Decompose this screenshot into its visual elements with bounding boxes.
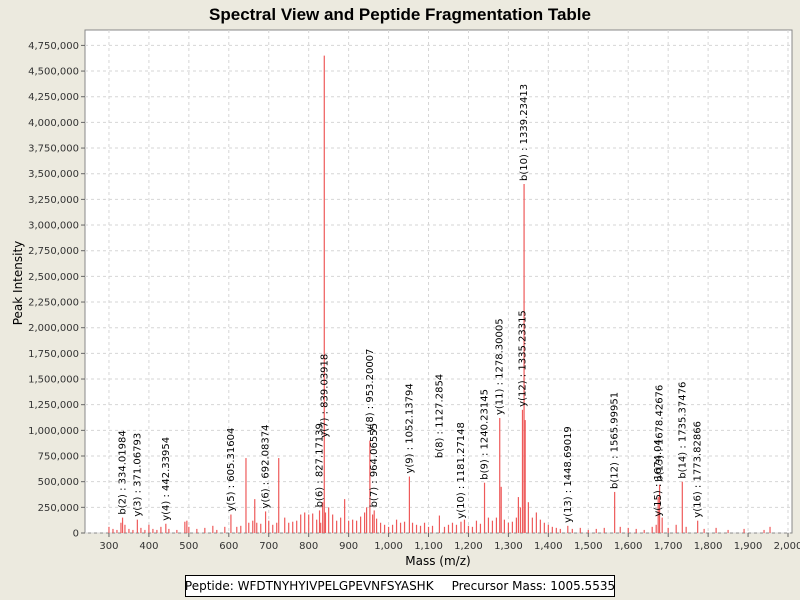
y-tick-label: 500,000 <box>38 477 79 488</box>
plot-area <box>84 29 793 534</box>
y-tick-label: 1,000,000 <box>28 426 79 437</box>
peak-annotations: b(2) : 334.01984 y(3) : 371.06793 y(4) : 4… <box>118 84 704 523</box>
x-tick-label: 1,300 <box>494 541 523 552</box>
y-tick-label: 750,000 <box>38 452 79 463</box>
peptide-sequence: Peptide: WFDTNYHYIVPELGPEVNFSYASHK <box>184 579 434 593</box>
x-tick-label: 1,500 <box>574 541 603 552</box>
y-tick-label: 3,500,000 <box>28 169 79 180</box>
y-tick-label: 3,000,000 <box>28 221 79 232</box>
peak-annotation: y(5) : 605.31604 <box>226 428 237 512</box>
peptide-info-box: Peptide: WFDTNYHYIVPELGPEVNFSYASHK Precu… <box>185 575 615 597</box>
y-tick-label: 4,000,000 <box>28 118 79 129</box>
peak-annotation: b(6) : 827.17139 <box>315 423 326 507</box>
x-tick-label: 1,600 <box>614 541 643 552</box>
peak-annotation: y(10) : 1181.27148 <box>456 422 467 519</box>
peak-annotation: b(14) : 1735.37476 <box>677 382 688 479</box>
peak-annotation: b(8) : 1127.2854 <box>434 374 445 458</box>
peak-annotation: y(7) : 839.03918 <box>319 354 330 438</box>
peak-annotation: b(10) : 1339.23413 <box>519 84 530 181</box>
x-tick-label: 500 <box>179 541 198 552</box>
x-tick-label: 400 <box>139 541 158 552</box>
y-tick-label: 3,750,000 <box>28 144 79 155</box>
x-tick-label: 300 <box>99 541 118 552</box>
x-tick-label: 2,000 <box>774 541 800 552</box>
peak-annotation: b(9) : 1240.23145 <box>480 389 491 480</box>
precursor-mass: Precursor Mass: 1005.5535 <box>451 579 616 593</box>
chart-title: Spectral View and Peptide Fragmentation … <box>209 5 591 24</box>
y-tick-label: 2,000,000 <box>28 323 79 334</box>
y-axis: 0 250,000 500,000 750,000 1,000,000 1,250,000… <box>28 41 85 540</box>
y-axis-label: Peak Intensity <box>11 241 25 326</box>
y-tick-label: 3,250,000 <box>28 195 79 206</box>
peak-annotation: b(12) : 1565.99951 <box>610 392 621 489</box>
x-tick-label: 700 <box>259 541 278 552</box>
peak-annotation: y(12) : 1335.23315 <box>517 310 528 407</box>
peak-annotation: b(7) : 964.06555 <box>369 423 380 507</box>
y-tick-label: 250,000 <box>38 503 79 514</box>
peak-bars <box>108 55 771 533</box>
x-axis-label: Mass (m/z) <box>405 554 470 568</box>
x-tick-label: 1,000 <box>374 541 403 552</box>
x-tick-label: 1,900 <box>734 541 763 552</box>
grid-lines <box>85 30 792 534</box>
x-tick-label: 1,700 <box>654 541 683 552</box>
x-tick-label: 900 <box>339 541 358 552</box>
peak-annotation: y(8) : 953.20007 <box>365 349 376 433</box>
peak-annotation: y(16) : 1773.82866 <box>693 421 704 518</box>
x-tick-label: 1,100 <box>414 541 443 552</box>
x-tick-label: 1,200 <box>454 541 483 552</box>
x-tick-label: 800 <box>299 541 318 552</box>
peak-annotation: b(2) : 334.01984 <box>118 430 129 514</box>
y-tick-label: 2,750,000 <box>28 246 79 257</box>
x-tick-label: 1,400 <box>534 541 563 552</box>
y-tick-label: 4,750,000 <box>28 41 79 52</box>
peak-annotation: y(13) : 1448.69019 <box>563 426 574 523</box>
y-tick-label: 4,250,000 <box>28 92 79 103</box>
peak-annotation: y(6) : 692.08374 <box>261 425 272 509</box>
peak-annotation: y(11) : 1278.30005 <box>495 318 506 415</box>
x-tick-label: 1,800 <box>694 541 723 552</box>
y-tick-label: 1,250,000 <box>28 400 79 411</box>
y-tick-label: 2,500,000 <box>28 272 79 283</box>
peak-annotation: y(4) : 442.33954 <box>161 437 172 521</box>
peak-annotation: y(3) : 371.06793 <box>132 433 143 517</box>
y-tick-label: 4,500,000 <box>28 67 79 78</box>
y-tick-label: 1,750,000 <box>28 349 79 360</box>
peak-annotation: b(13) : 1678.42676 <box>655 385 666 482</box>
x-axis: 300 400 500 600 700 800 900 1,000 1,100 1,200 1,30… <box>99 533 800 552</box>
y-tick-label: 1,500,000 <box>28 375 79 386</box>
y-tick-label: 0 <box>73 529 79 540</box>
peak-annotation: y(15) : 1674.04 <box>653 439 664 517</box>
peak-annotation: y(9) : 1052.13794 <box>404 383 415 473</box>
x-tick-label: 600 <box>219 541 238 552</box>
y-tick-label: 2,250,000 <box>28 298 79 309</box>
